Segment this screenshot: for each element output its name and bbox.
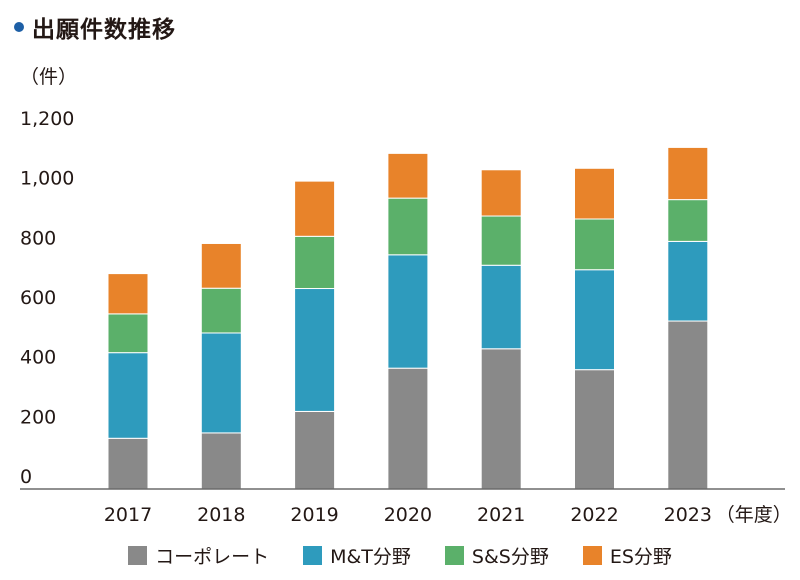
bar-segment	[480, 215, 522, 266]
y-tick-label: 600	[20, 287, 56, 309]
bar-segment	[574, 369, 615, 490]
y-tick-label: 0	[20, 466, 32, 488]
bar-segment	[480, 169, 522, 217]
bar-segment	[667, 240, 709, 322]
y-tick-label: 400	[20, 347, 56, 369]
x-axis-unit-label: （年度）	[716, 504, 792, 526]
bar-segment	[387, 152, 429, 199]
x-tick-label: 2018	[197, 504, 245, 526]
legend-swatch	[128, 545, 148, 565]
x-tick-label: 2019	[290, 504, 338, 526]
bar-segment	[667, 199, 709, 242]
bullet-icon	[14, 22, 24, 32]
legend-item: S&S分野	[444, 542, 549, 569]
legend-item: ES分野	[582, 542, 672, 569]
bar-segment	[387, 197, 429, 256]
bar-segment	[107, 273, 149, 315]
bar-segment	[200, 287, 242, 334]
bar-segment	[387, 367, 429, 490]
legend-swatch	[444, 545, 464, 565]
bar-segment	[574, 218, 615, 271]
bar-segment	[387, 254, 429, 369]
legend-item: M&T分野	[303, 542, 411, 569]
chart-title-text: 出願件数推移	[32, 17, 176, 43]
bar-segment	[574, 269, 615, 371]
bar-segment	[294, 288, 336, 412]
y-tick-label: 1,000	[20, 168, 74, 190]
legend-label: ES分野	[609, 545, 672, 568]
stacked-bar-chart: （件） 0 200 400 600 800 1,000 1,200 2017 2018 2019 20…	[20, 66, 792, 526]
x-tick-label: 2020	[384, 504, 432, 526]
chart-title: 出願件数推移	[14, 10, 176, 44]
y-tick-label: 1,200	[20, 108, 74, 130]
bar-segment	[480, 264, 522, 350]
bar-segment	[480, 348, 522, 490]
bar-segment	[107, 352, 149, 439]
chart-legend: コーポレート M&T分野 S&S分野 ES分野	[0, 540, 800, 570]
x-tick-label: 2017	[104, 504, 152, 526]
bar-segment	[200, 432, 242, 490]
legend-swatch	[303, 545, 323, 565]
y-axis-unit-label: （件）	[20, 66, 77, 88]
y-tick-label: 200	[20, 406, 56, 428]
legend-swatch	[582, 545, 602, 565]
bar-segment	[200, 242, 242, 289]
bar-segment	[574, 167, 615, 220]
bar-segment	[294, 235, 336, 290]
bar-segment	[107, 437, 149, 490]
x-tick-label: 2022	[570, 504, 618, 526]
bar-segment	[294, 180, 336, 237]
legend-label: M&T分野	[330, 545, 411, 568]
legend-label: コーポレート	[155, 545, 270, 568]
x-tick-label: 2021	[477, 504, 525, 526]
bar-segment	[667, 320, 709, 490]
y-tick-label: 800	[20, 227, 56, 249]
legend-label: S&S分野	[471, 545, 549, 568]
bar-segment	[107, 313, 149, 354]
bar-segment	[667, 146, 709, 201]
bar-segment	[294, 410, 336, 490]
x-tick-label: 2023	[664, 504, 712, 526]
legend-item: コーポレート	[128, 542, 269, 569]
bar-segment	[200, 332, 242, 434]
